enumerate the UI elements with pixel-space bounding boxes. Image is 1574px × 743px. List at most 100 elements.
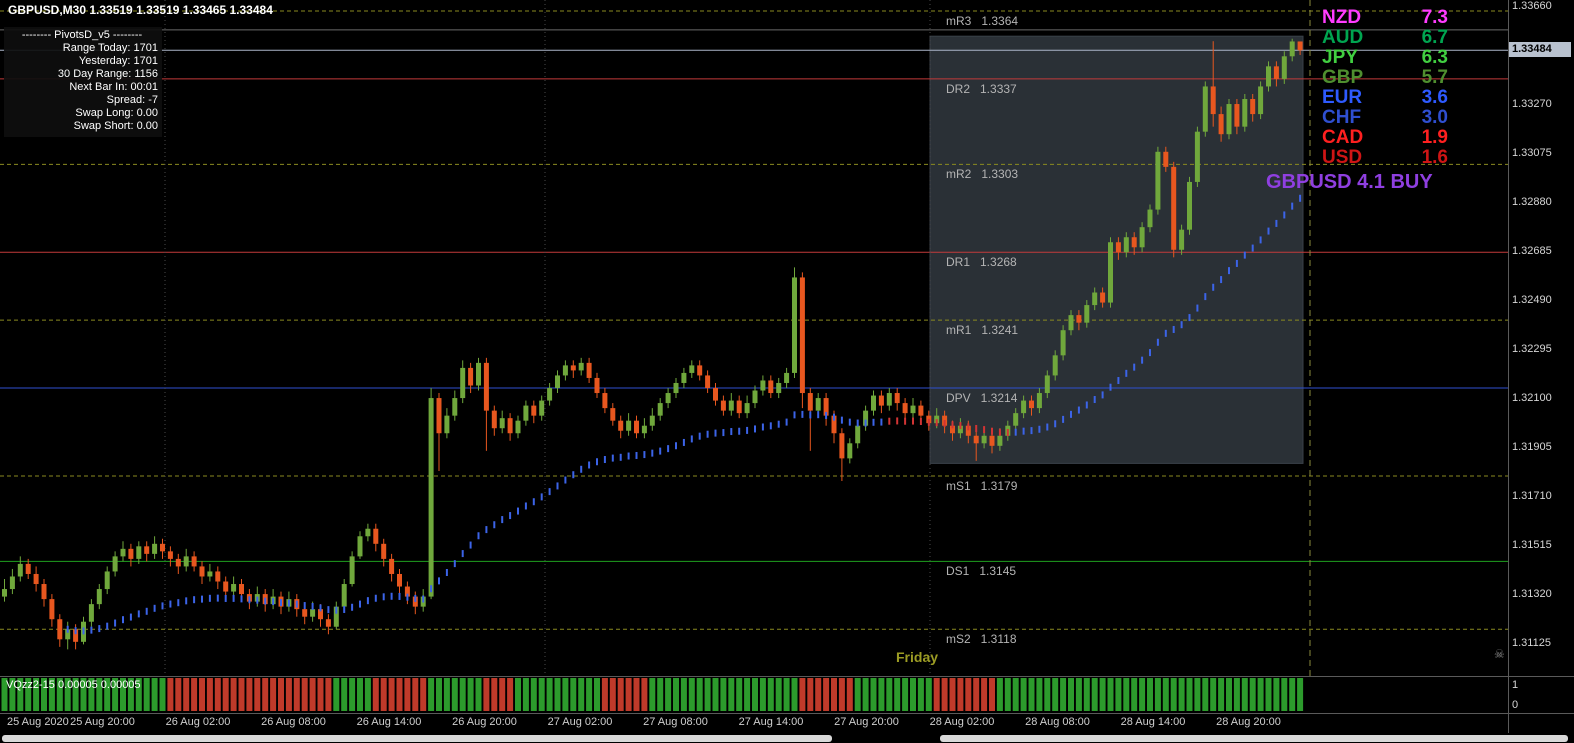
candle-body bbox=[1029, 400, 1034, 409]
histogram-bar bbox=[673, 678, 679, 711]
scrollbar-thumb-right[interactable] bbox=[940, 735, 1568, 742]
candle-body bbox=[965, 425, 971, 436]
histogram-bar bbox=[886, 678, 893, 711]
time-axis-label: 27 Aug 08:00 bbox=[643, 716, 708, 728]
trail-tick bbox=[722, 429, 725, 437]
trail-tick bbox=[1164, 329, 1167, 337]
candle-body bbox=[483, 362, 489, 411]
histogram-bar bbox=[475, 678, 482, 711]
histogram-bar bbox=[167, 678, 174, 711]
trail-tick bbox=[959, 422, 962, 430]
trail-tick bbox=[817, 411, 820, 419]
candle-body bbox=[223, 581, 229, 592]
time-axis-label: 26 Aug 08:00 bbox=[261, 716, 326, 728]
candle-body bbox=[365, 528, 371, 537]
trail-tick bbox=[1117, 377, 1120, 385]
histogram-bar bbox=[372, 678, 379, 711]
histogram-bar bbox=[1107, 678, 1114, 711]
candle-body bbox=[784, 372, 790, 383]
trail-tick bbox=[682, 438, 685, 446]
candle-body bbox=[1092, 292, 1098, 306]
trail-tick bbox=[1038, 425, 1041, 433]
trail-tick bbox=[469, 541, 472, 549]
histogram-bar bbox=[388, 678, 395, 711]
candle-body bbox=[855, 425, 861, 444]
trail-tick bbox=[359, 600, 361, 608]
candle-body bbox=[128, 548, 134, 559]
candle-body bbox=[167, 551, 173, 559]
candle-body bbox=[73, 629, 79, 642]
candle-body bbox=[88, 604, 94, 622]
trail-tick bbox=[706, 430, 709, 438]
histogram-bar bbox=[507, 678, 514, 711]
trail-tick bbox=[335, 606, 338, 614]
histogram-bar bbox=[483, 678, 490, 711]
candle-body bbox=[807, 393, 813, 411]
price-axis-label: 1.31320 bbox=[1512, 588, 1552, 601]
histogram-bar bbox=[807, 678, 814, 711]
histogram-bar bbox=[341, 678, 348, 711]
candle-body bbox=[199, 566, 205, 577]
histogram-bar bbox=[222, 678, 229, 711]
histogram-bar bbox=[88, 678, 95, 711]
histogram-bar bbox=[357, 678, 363, 711]
candle-body bbox=[1100, 292, 1106, 303]
candle-body bbox=[736, 400, 742, 414]
candle-body bbox=[878, 395, 884, 406]
histogram-bar bbox=[17, 678, 24, 711]
axis-divider bbox=[1508, 0, 1509, 733]
candle-body bbox=[476, 362, 481, 386]
histogram-bar bbox=[941, 678, 948, 711]
histogram-bar bbox=[301, 678, 308, 711]
histogram-bar bbox=[917, 678, 924, 711]
histogram-bar bbox=[981, 678, 988, 711]
currency-code: USD bbox=[1322, 147, 1363, 168]
candle-body bbox=[1281, 56, 1287, 79]
currency-strength-value: 7.3 bbox=[1421, 7, 1448, 28]
trail-tick bbox=[856, 419, 859, 427]
indicator-plot[interactable] bbox=[0, 677, 1508, 713]
histogram-bar bbox=[143, 678, 150, 711]
trail-tick bbox=[445, 569, 448, 577]
pivots-panel-row: 30 Day Range: 1156 bbox=[57, 68, 158, 80]
trail-tick bbox=[74, 627, 77, 635]
candle-body bbox=[1123, 237, 1129, 253]
trail-tick bbox=[951, 421, 954, 429]
candle-body bbox=[444, 415, 450, 434]
trail-tick bbox=[761, 423, 764, 431]
trail-tick bbox=[730, 428, 733, 436]
trail-tick bbox=[303, 602, 306, 610]
price-axis-label: 1.32490 bbox=[1512, 294, 1552, 307]
candle-body bbox=[96, 589, 102, 605]
candle-body bbox=[957, 425, 963, 434]
histogram-bar bbox=[428, 678, 435, 711]
candle-body bbox=[239, 584, 244, 595]
candle-body bbox=[689, 365, 695, 373]
candle-body bbox=[823, 398, 829, 416]
histogram-bar bbox=[25, 678, 32, 711]
candle-body bbox=[25, 563, 31, 574]
chart-plot[interactable] bbox=[0, 0, 1508, 677]
candle-body bbox=[152, 543, 158, 554]
trail-tick bbox=[548, 488, 551, 496]
candle-body bbox=[1194, 131, 1200, 182]
histogram-bar bbox=[1083, 678, 1090, 711]
scrollbar-thumb-left[interactable] bbox=[2, 735, 832, 742]
price-axis-label: 1.33660 bbox=[1512, 0, 1552, 13]
histogram-bar bbox=[522, 678, 529, 711]
histogram-bar bbox=[1068, 678, 1074, 711]
histogram-bar bbox=[902, 678, 909, 711]
candles bbox=[2, 38, 1303, 650]
price-axis-label: 1.32100 bbox=[1512, 392, 1552, 405]
histogram-bar bbox=[420, 678, 427, 711]
histogram-bar bbox=[1202, 678, 1209, 711]
candle-body bbox=[41, 584, 47, 600]
histogram-bar bbox=[333, 678, 340, 711]
candle-body bbox=[1139, 227, 1145, 248]
candle-body bbox=[136, 546, 142, 559]
trail-tick bbox=[1267, 227, 1270, 235]
pivot-level-label: mR3 1.3364 bbox=[946, 14, 1019, 29]
candle-body bbox=[104, 571, 110, 590]
histogram-bar bbox=[641, 678, 648, 711]
trail-tick bbox=[888, 417, 891, 425]
